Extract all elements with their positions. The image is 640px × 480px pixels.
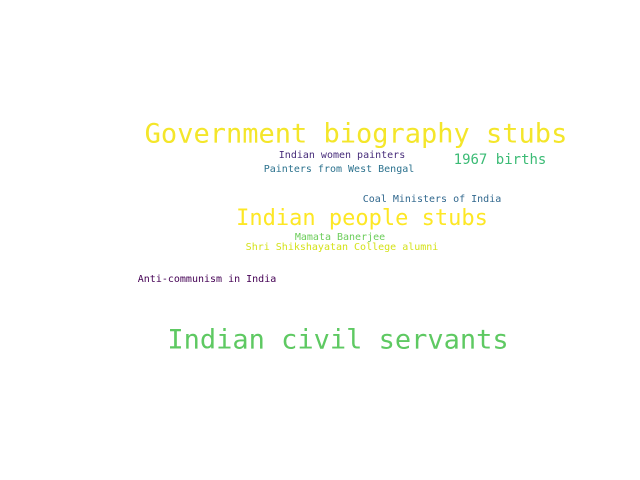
word-anti-communism-in-india: Anti-communism in India <box>137 274 277 285</box>
word-indian-people-stubs: Indian people stubs <box>236 206 488 231</box>
word-coal-ministers-of-india: Coal Ministers of India <box>362 194 502 205</box>
word-indian-civil-servants: Indian civil servants <box>167 324 509 356</box>
word-painters-from-west-bengal: Painters from West Bengal <box>263 164 415 175</box>
word-shri-shikshayatan-college-alumni: Shri Shikshayatan College alumni <box>245 242 439 253</box>
word-government-biography-stubs: Government biography stubs <box>144 118 568 150</box>
word-mamata-banerjee: Mamata Banerjee <box>294 232 386 243</box>
word-1967-births: 1967 births <box>453 152 547 168</box>
word-indian-women-painters: Indian women painters <box>278 150 406 161</box>
